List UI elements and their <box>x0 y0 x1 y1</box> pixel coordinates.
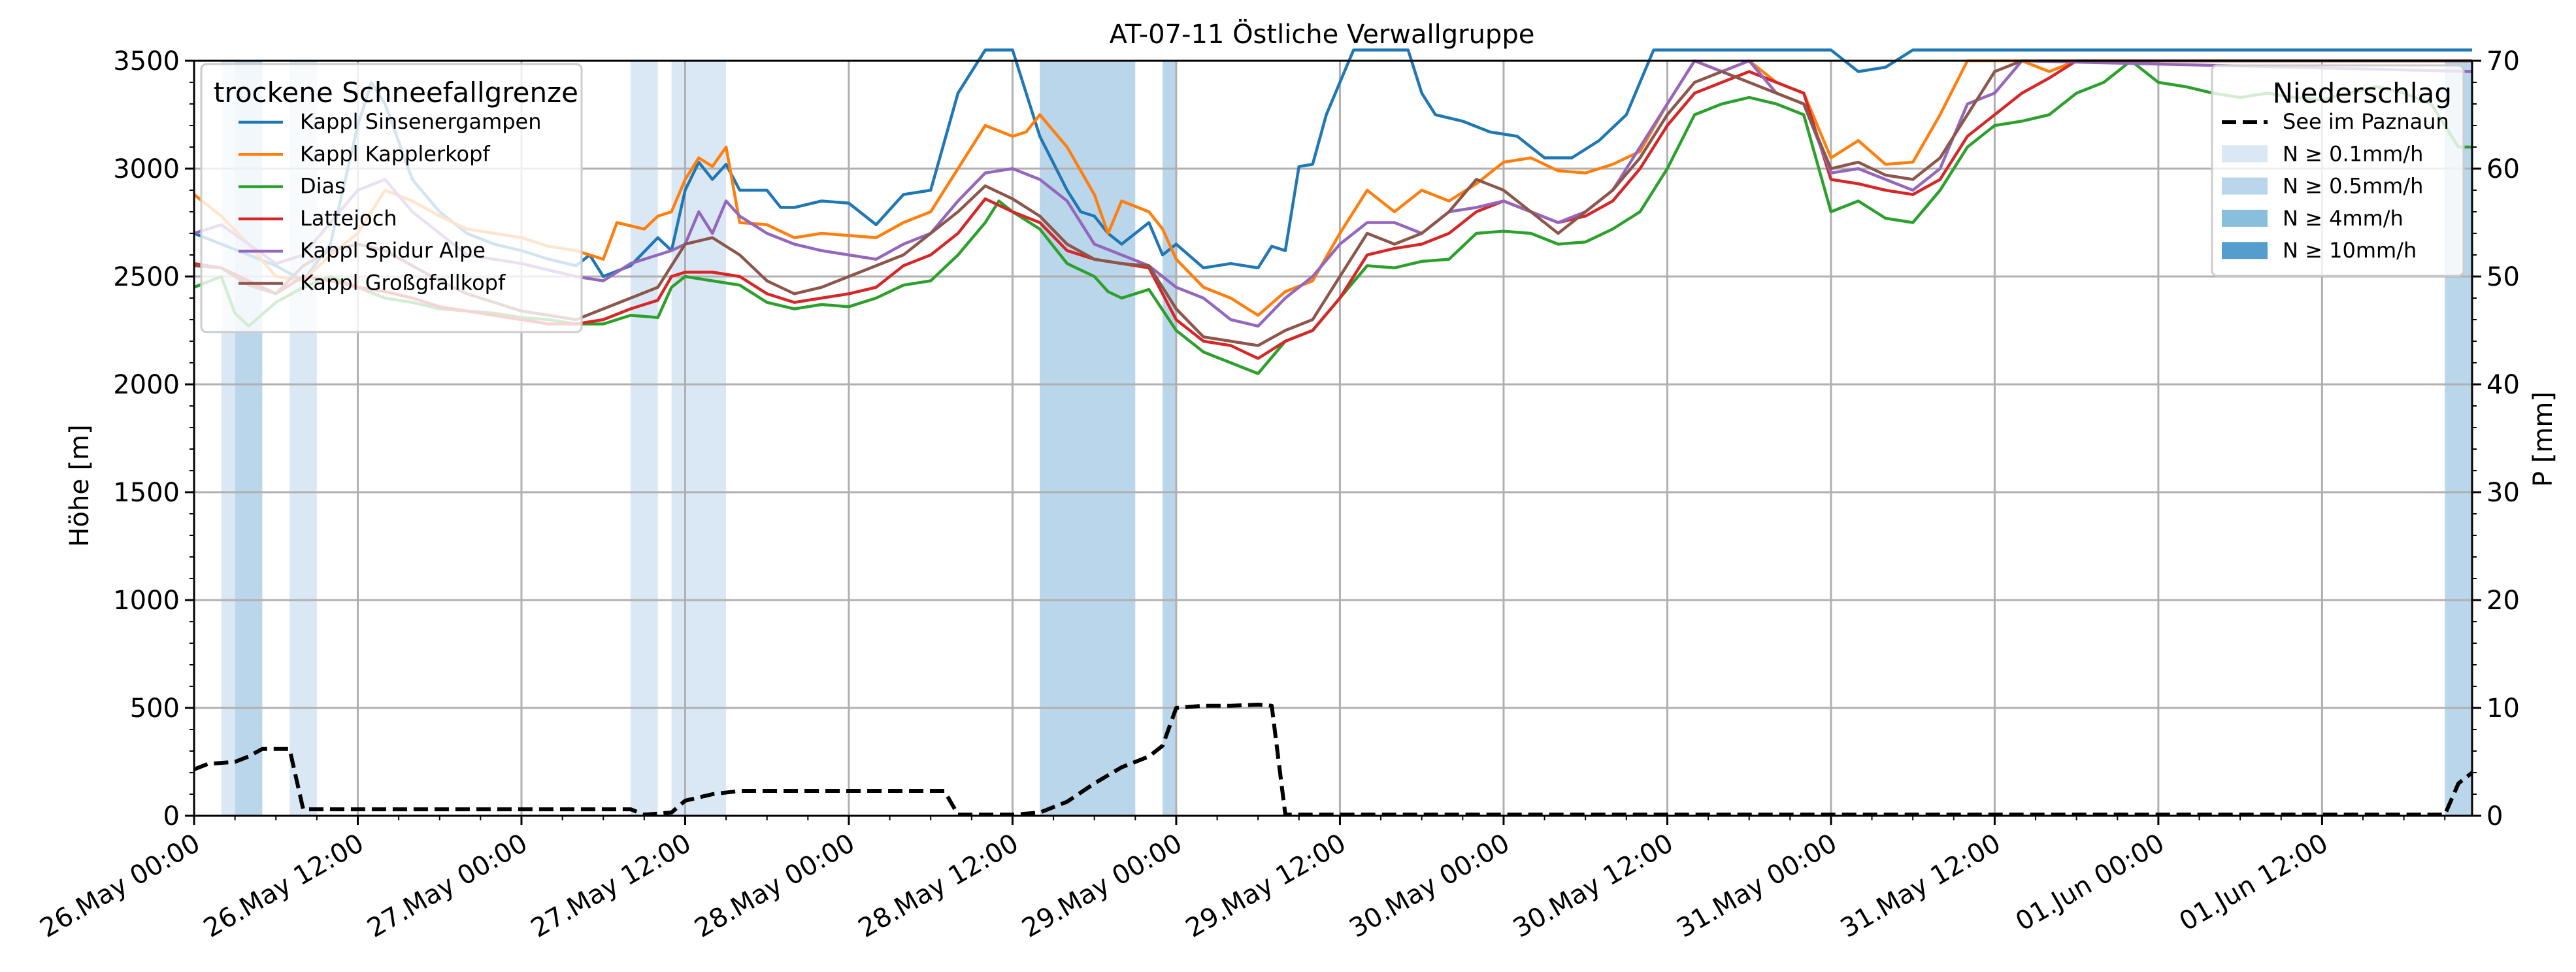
plot-frame <box>193 59 2473 817</box>
legend-right-patch-1 <box>2222 145 2268 163</box>
x-tick-label-12: 01.Jun 00:00 <box>2011 828 2170 937</box>
legend-schneefallgrenze: trockene Schneefallgrenze Kappl Sinsener… <box>200 63 583 333</box>
legend-right-label-1: N ≥ 0.1mm/h <box>2283 141 2423 166</box>
y2-tick-label-2: 20 <box>2486 586 2520 616</box>
x-tick-label-3: 27.May 12:00 <box>526 828 697 944</box>
chart-title: AT-07-11 Östliche Verwallgruppe <box>1110 18 1535 50</box>
legend-right-label-3: N ≥ 4mm/h <box>2283 206 2403 231</box>
x-tick-label-1: 26.May 12:00 <box>199 828 369 944</box>
legend-right-label-2: N ≥ 0.5mm/h <box>2283 174 2423 199</box>
y-tick-label-3: 1500 <box>113 478 180 508</box>
x-tick-label-0: 26.May 00:00 <box>35 828 205 944</box>
legend-right-patch-4 <box>2222 242 2268 260</box>
legend-left-label-2: Dias <box>300 174 346 199</box>
y2-tick-label-5: 50 <box>2486 262 2520 292</box>
x-tick-label-8: 30.May 00:00 <box>1344 828 1515 944</box>
legend-left-label-4: Kappl Spidur Alpe <box>300 238 486 263</box>
y2-tick-label-7: 70 <box>2486 46 2520 76</box>
y-tick-label-5: 2500 <box>113 262 180 292</box>
legend-right-label-0: See im Paznaun <box>2283 109 2449 134</box>
y2-tick-label-0: 0 <box>2486 801 2503 831</box>
y-tick-label-2: 1000 <box>113 586 180 616</box>
y-tick-label-1: 500 <box>130 694 180 724</box>
legend-right-patch-3 <box>2222 209 2268 227</box>
legend-niederschlag: Niederschlag See im Paznaun N ≥ 0.1mm/h N … <box>2211 64 2465 277</box>
y2-tick-label-6: 60 <box>2486 154 2520 184</box>
legend-left-label-3: Lattejoch <box>300 206 397 231</box>
y2-tick-label-3: 30 <box>2486 478 2520 508</box>
x-tick-label-5: 28.May 12:00 <box>853 828 1024 944</box>
legend-left-title: trockene Schneefallgrenze <box>214 76 578 109</box>
legend-right-label-4: N ≥ 10mm/h <box>2283 238 2417 263</box>
legend-left-label-0: Kappl Sinsenergampen <box>300 109 542 134</box>
x-tick-label-10: 31.May 00:00 <box>1672 828 1842 944</box>
series-line-6 <box>193 703 2473 817</box>
legend-left-label-5: Kappl Großgfallkopf <box>300 271 506 295</box>
x-tick-label-2: 27.May 00:00 <box>362 828 533 944</box>
x-tick-label-11: 31.May 12:00 <box>1836 828 2006 944</box>
legend-right-patch-2 <box>2222 177 2268 195</box>
y-tick-label-0: 0 <box>163 801 180 831</box>
y-tick-label-7: 3500 <box>113 46 180 76</box>
precip-band-3 <box>630 61 658 816</box>
precip-band-6 <box>1163 61 1176 816</box>
x-tick-label-7: 29.May 12:00 <box>1181 828 1351 944</box>
precip-band-5 <box>1040 61 1136 816</box>
legend-right-title: Niederschlag <box>2273 77 2452 109</box>
x-tick-label-13: 01.Jun 12:00 <box>2174 828 2333 937</box>
y2-tick-label-1: 10 <box>2486 694 2520 724</box>
y2-tick-label-4: 40 <box>2486 370 2520 400</box>
y-tick-label-6: 3000 <box>113 154 180 184</box>
y-tick-label-4: 2000 <box>113 370 180 400</box>
x-tick-label-9: 30.May 12:00 <box>1508 828 1679 944</box>
y-axis-label: Höhe [m] <box>65 424 95 546</box>
x-tick-label-4: 28.May 00:00 <box>689 828 860 944</box>
y2-axis-label: P [mm] <box>2528 392 2558 487</box>
legend-left-label-1: Kappl Kapplerkopf <box>300 141 490 166</box>
x-tick-label-6: 29.May 00:00 <box>1017 828 1187 944</box>
